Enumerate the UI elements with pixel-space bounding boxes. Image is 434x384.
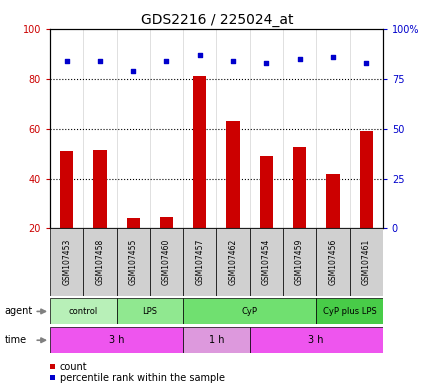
Text: GSM107461: GSM107461 <box>361 239 370 285</box>
Bar <box>283 228 316 296</box>
Point <box>96 58 103 64</box>
Text: 3 h: 3 h <box>108 335 124 345</box>
Bar <box>50 298 116 324</box>
Text: GSM107459: GSM107459 <box>294 239 303 285</box>
Point <box>329 54 335 60</box>
Text: GSM107454: GSM107454 <box>261 239 270 285</box>
Text: 3 h: 3 h <box>308 335 323 345</box>
Text: GSM107462: GSM107462 <box>228 239 237 285</box>
Bar <box>259 156 273 228</box>
Bar <box>159 217 173 228</box>
Point <box>163 58 170 64</box>
Text: GSM107455: GSM107455 <box>128 239 138 285</box>
Bar <box>50 228 83 296</box>
Text: LPS: LPS <box>142 307 157 316</box>
Text: agent: agent <box>4 306 33 316</box>
Bar <box>226 121 239 228</box>
Bar <box>83 228 116 296</box>
Point <box>296 56 302 62</box>
Text: time: time <box>4 335 26 345</box>
Bar <box>60 151 73 228</box>
Text: CyP: CyP <box>241 307 257 316</box>
Bar <box>183 298 316 324</box>
Bar <box>316 298 382 324</box>
Bar <box>183 327 249 353</box>
Bar <box>249 228 283 296</box>
Bar <box>93 150 106 228</box>
Bar <box>216 228 249 296</box>
Point <box>129 68 136 74</box>
Bar <box>358 131 372 228</box>
Bar <box>116 298 183 324</box>
Point <box>196 52 203 58</box>
Bar <box>126 218 140 228</box>
Text: control: control <box>69 307 98 316</box>
Point <box>229 58 236 64</box>
Bar <box>183 228 216 296</box>
Bar <box>292 147 306 228</box>
Text: count: count <box>59 362 87 372</box>
Text: percentile rank within the sample: percentile rank within the sample <box>59 373 224 383</box>
Text: GSM107457: GSM107457 <box>195 239 204 285</box>
Text: GDS2216 / 225024_at: GDS2216 / 225024_at <box>141 13 293 27</box>
Bar <box>116 228 149 296</box>
Bar <box>193 76 206 228</box>
Bar <box>316 228 349 296</box>
Text: GSM107453: GSM107453 <box>62 239 71 285</box>
Point <box>362 60 369 66</box>
Point <box>63 58 70 64</box>
Bar <box>50 327 183 353</box>
Bar <box>249 327 382 353</box>
Bar <box>349 228 382 296</box>
Point <box>262 60 269 66</box>
Text: GSM107458: GSM107458 <box>95 239 104 285</box>
Bar <box>149 228 183 296</box>
Text: 1 h: 1 h <box>208 335 224 345</box>
Bar <box>326 174 339 228</box>
Text: CyP plus LPS: CyP plus LPS <box>322 307 375 316</box>
Text: GSM107460: GSM107460 <box>161 239 171 285</box>
Text: GSM107456: GSM107456 <box>328 239 337 285</box>
